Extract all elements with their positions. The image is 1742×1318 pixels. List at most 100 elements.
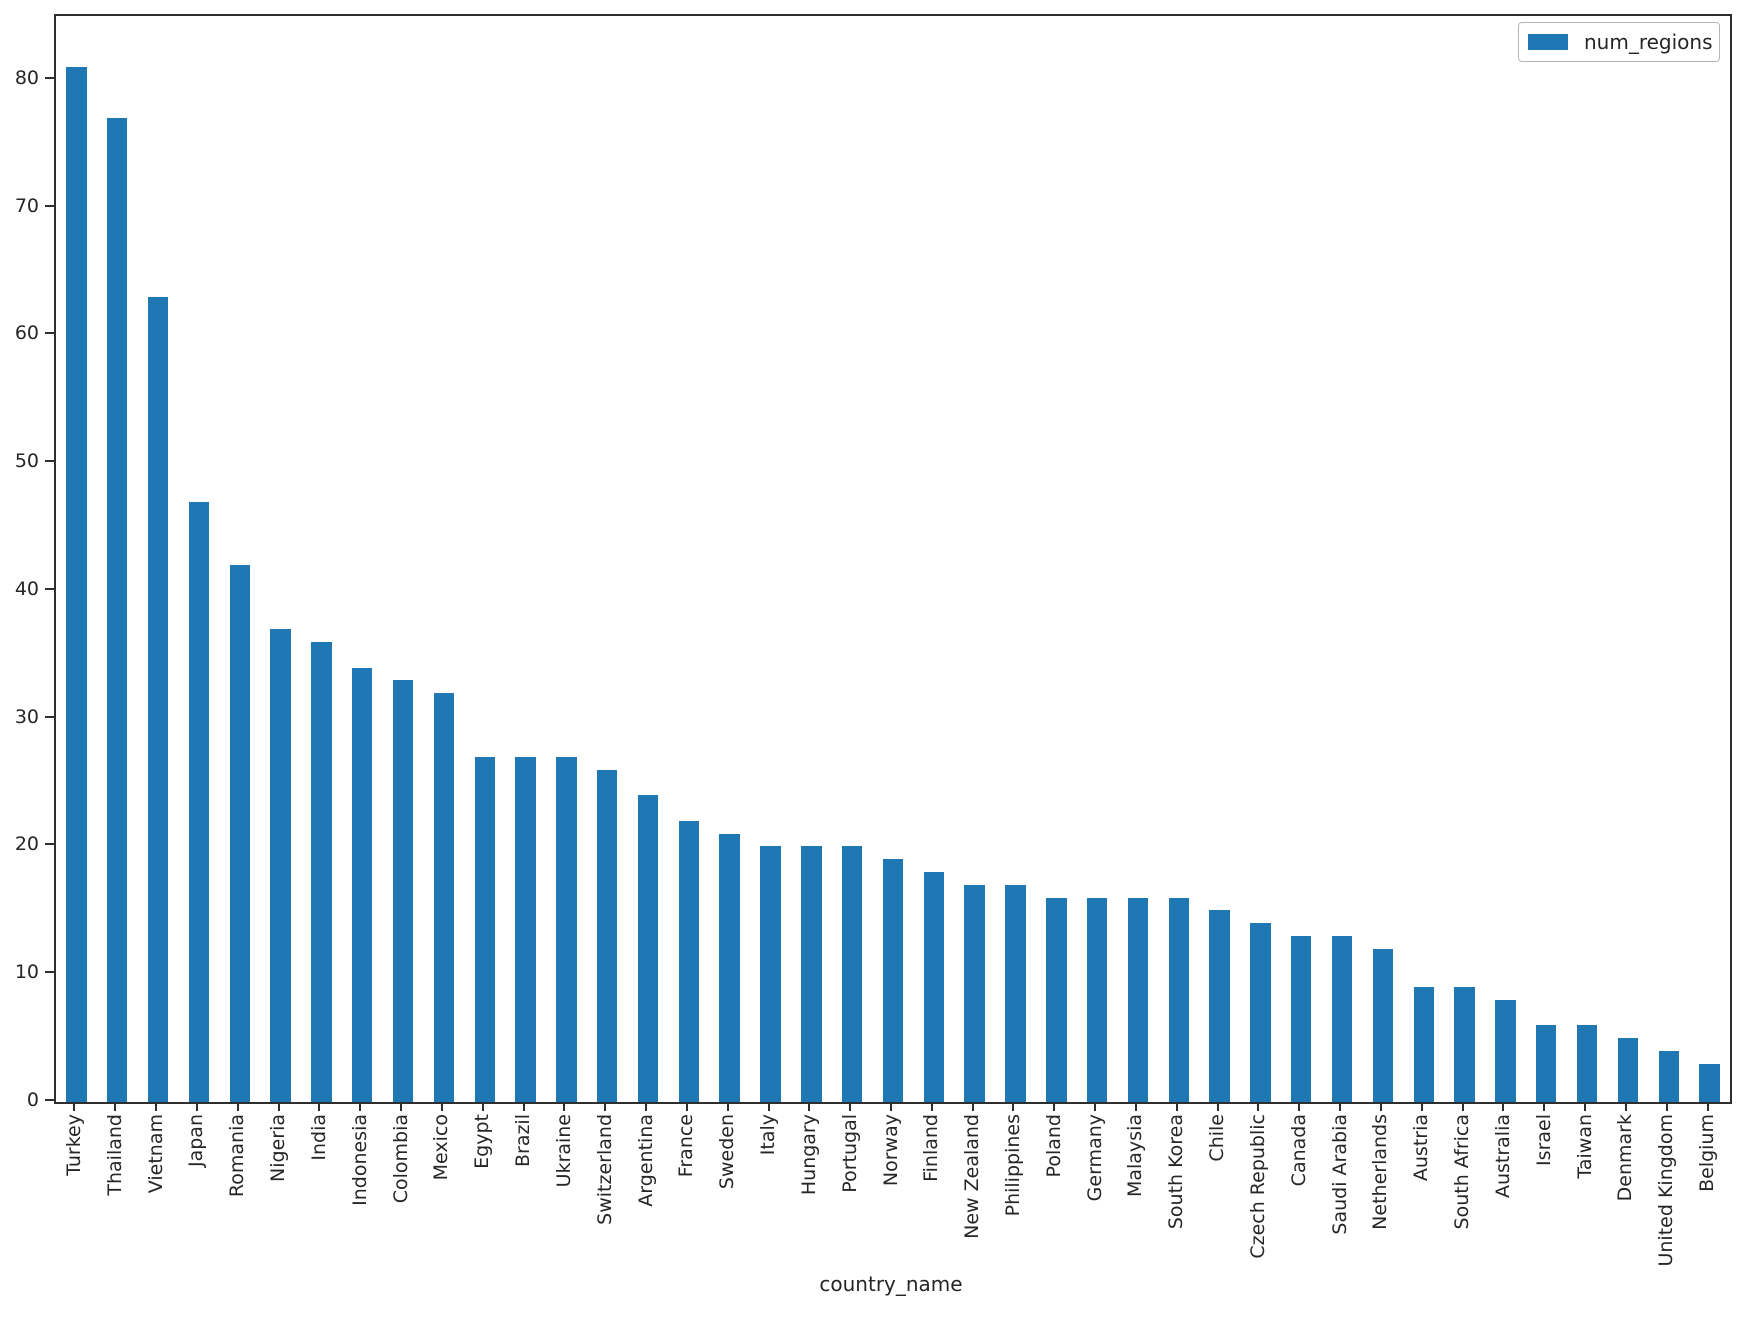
y-tick-mark [45,332,54,335]
bar-poland [1046,897,1067,1102]
y-tick-mark [45,843,54,846]
bar-belgium [1699,1063,1720,1102]
x-tick-label-mexico: Mexico [430,1114,453,1181]
x-tick-label-poland: Poland [1042,1114,1065,1178]
bar-romania [229,565,250,1102]
x-tick-label-malaysia: Malaysia [1124,1114,1147,1198]
x-tick-mark [1461,1102,1464,1111]
x-tick-mark [1053,1102,1056,1111]
x-tick-mark [195,1102,198,1111]
x-tick-mark [1624,1102,1627,1111]
x-tick-label-egypt: Egypt [471,1114,494,1169]
bar-south-korea [1168,897,1189,1102]
x-tick-label-israel: Israel [1532,1114,1555,1166]
x-tick-label-ukraine: Ukraine [552,1114,575,1188]
bar-australia [1495,999,1516,1102]
x-tick-mark [1216,1102,1219,1111]
x-tick-mark [1298,1102,1301,1111]
x-tick-label-saudi-arabia: Saudi Arabia [1328,1114,1351,1235]
x-tick-mark [563,1102,566,1111]
y-tick-mark [45,971,54,974]
y-tick-mark [45,587,54,590]
x-tick-label-vietnam: Vietnam [144,1114,167,1194]
bar-india [311,642,332,1102]
bar-austria [1413,987,1434,1102]
x-tick-mark [1175,1102,1178,1111]
bar-nigeria [270,629,291,1102]
bar-portugal [841,846,863,1102]
x-tick-label-italy: Italy [757,1114,779,1156]
x-tick-mark [1379,1102,1382,1111]
bar-united-kingdom [1658,1050,1679,1102]
x-tick-label-hungary: Hungary [797,1114,820,1196]
x-tick-mark [1584,1102,1587,1111]
x-tick-label-brazil: Brazil [512,1114,535,1168]
x-tick-mark [481,1102,484,1111]
x-tick-label-indonesia: Indonesia [348,1114,371,1206]
x-tick-mark [1134,1102,1137,1111]
bar-germany [1086,897,1108,1102]
bar-malaysia [1127,897,1149,1102]
x-tick-mark [155,1102,158,1111]
bar-switzerland [596,769,618,1102]
x-tick-mark [1094,1102,1097,1111]
x-tick-label-finland: Finland [920,1114,943,1182]
y-tick-label: 20 [14,833,39,856]
bar-finland [923,872,945,1102]
x-tick-label-romania: Romania [226,1114,249,1198]
x-tick-label-portugal: Portugal [838,1114,861,1193]
bar-chile [1209,910,1230,1102]
x-tick-mark [1706,1102,1709,1111]
x-tick-label-new-zealand: New Zealand [961,1114,984,1239]
x-tick-label-australia: Australia [1491,1114,1514,1199]
y-tick-label: 50 [14,450,39,473]
x-tick-label-argentina: Argentina [634,1114,657,1207]
bar-ukraine [556,757,577,1102]
x-tick-label-nigeria: Nigeria [267,1114,290,1182]
x-tick-mark [359,1102,362,1111]
bar-turkey [66,67,87,1102]
x-tick-mark [890,1102,892,1111]
bar-argentina [637,795,659,1102]
bar-south-africa [1454,987,1475,1102]
x-tick-label-united-kingdom: United Kingdom [1655,1114,1678,1267]
x-tick-mark [400,1102,403,1111]
bar-indonesia [352,667,373,1102]
bar-sweden [719,833,740,1102]
x-tick-mark [767,1102,770,1111]
bar-philippines [1005,884,1026,1102]
x-axis-title: country_name [819,1272,963,1296]
legend: num_regions [1518,22,1720,62]
x-tick-label-netherlands: Netherlands [1369,1114,1392,1230]
y-tick-mark [45,204,54,207]
x-tick-label-taiwan: Taiwan [1573,1114,1596,1179]
y-tick-mark [45,1099,54,1101]
x-tick-mark [277,1102,280,1111]
x-tick-label-japan: Japan [185,1114,208,1167]
y-tick-label: 10 [14,961,39,984]
bar-colombia [392,680,414,1102]
x-tick-mark [1543,1102,1546,1111]
y-tick-mark [45,715,54,718]
y-tick-mark [45,460,54,463]
x-tick-label-switzerland: Switzerland [593,1114,616,1225]
x-tick-mark [604,1102,607,1111]
bar-hungary [801,846,822,1102]
bar-france [678,820,700,1102]
x-tick-mark [1665,1102,1668,1111]
bar-canada [1291,935,1312,1102]
x-tick-label-india: India [307,1114,330,1161]
bar-japan [188,501,210,1102]
x-tick-label-canada: Canada [1287,1114,1310,1187]
x-tick-label-sweden: Sweden [716,1114,739,1190]
x-tick-mark [971,1102,974,1111]
x-tick-label-france: France [675,1114,698,1178]
x-tick-label-germany: Germany [1083,1114,1106,1202]
y-tick-label: 80 [14,66,39,89]
y-tick-label: 0 [26,1089,39,1111]
x-tick-label-thailand: Thailand [103,1114,126,1196]
legend-color-swatch [1528,34,1568,50]
x-tick-label-denmark: Denmark [1614,1114,1637,1202]
legend-label: num_regions [1584,30,1713,54]
